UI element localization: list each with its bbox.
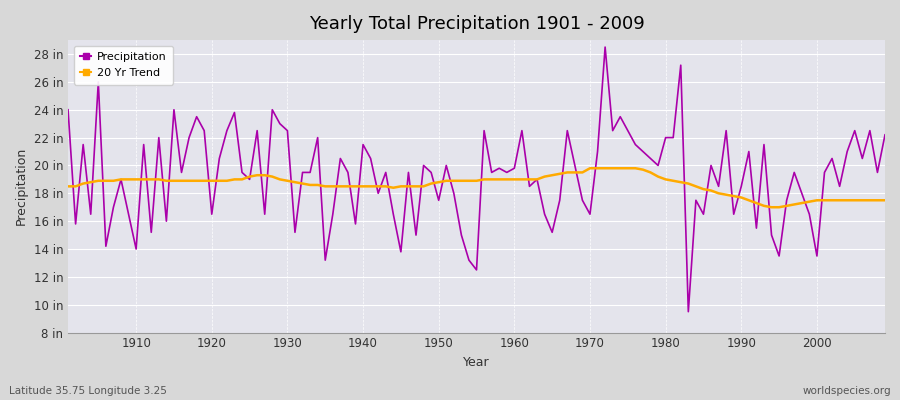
Title: Yearly Total Precipitation 1901 - 2009: Yearly Total Precipitation 1901 - 2009 [309,15,644,33]
Legend: Precipitation, 20 Yr Trend: Precipitation, 20 Yr Trend [74,46,174,84]
Text: Latitude 35.75 Longitude 3.25: Latitude 35.75 Longitude 3.25 [9,386,166,396]
Text: worldspecies.org: worldspecies.org [803,386,891,396]
Y-axis label: Precipitation: Precipitation [15,147,28,226]
X-axis label: Year: Year [464,356,490,369]
